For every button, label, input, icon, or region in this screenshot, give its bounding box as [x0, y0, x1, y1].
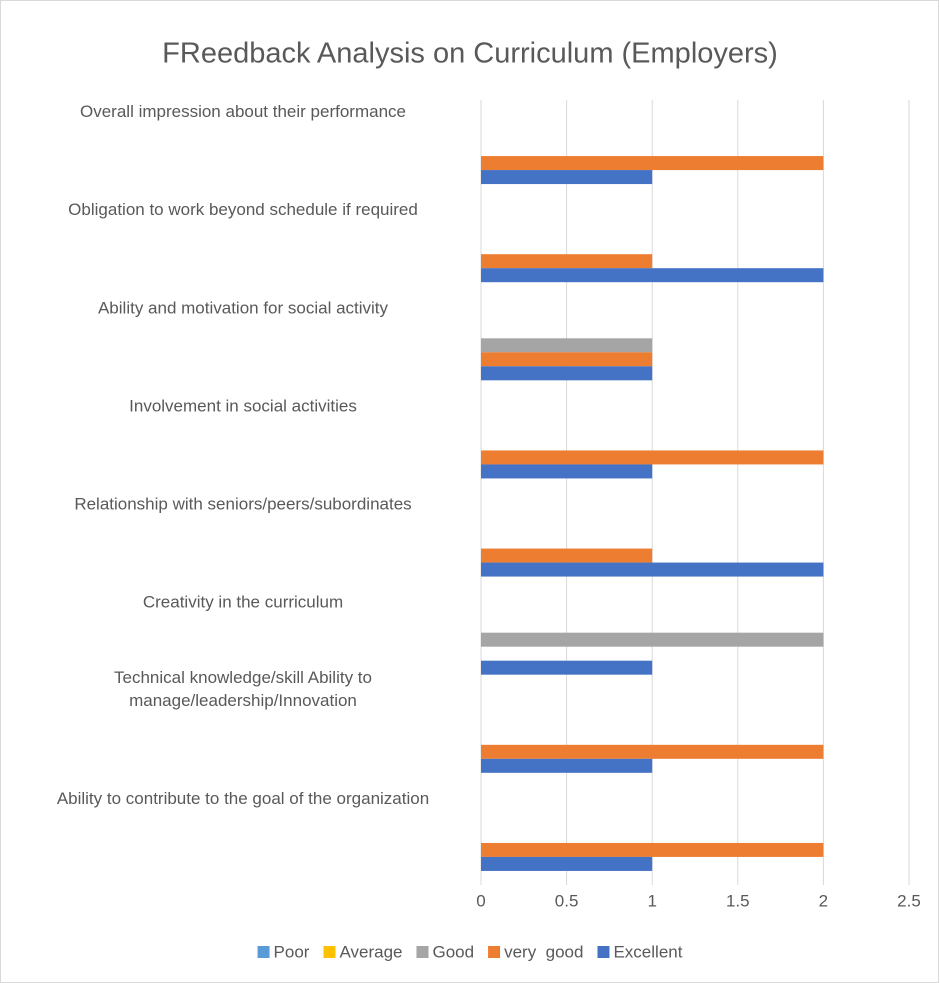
label-line: Relationship with seniors/peers/subordin… — [74, 495, 411, 514]
label-line: Ability to contribute to the goal of the… — [57, 789, 429, 808]
chart-title: FReedback Analysis on Curriculum (Employ… — [162, 38, 778, 70]
bar — [481, 548, 653, 563]
bar — [481, 842, 824, 857]
bar — [481, 366, 653, 381]
x-tick-label: 1.5 — [726, 891, 750, 910]
y-tick-label: Relationship with seniors/peers/subordin… — [74, 495, 411, 514]
y-tick-label: Creativity in the curriculum — [143, 593, 343, 612]
label-line: Involvement in social activities — [129, 397, 357, 416]
bar — [481, 450, 824, 465]
bar — [481, 856, 653, 871]
bar — [481, 170, 653, 185]
label-line: Obligation to work beyond schedule if re… — [68, 201, 418, 220]
label-line: Overall impression about their performan… — [80, 103, 406, 122]
y-tick-label: Ability and motivation for social activi… — [98, 299, 389, 318]
label-line: Technical knowledge/skill Ability to — [114, 668, 372, 687]
y-tick-label: Involvement in social activities — [129, 397, 357, 416]
legend-label: Average — [339, 942, 402, 961]
label-line: Creativity in the curriculum — [143, 593, 343, 612]
y-tick-label: Technical knowledge/skill Ability to mana… — [114, 668, 372, 710]
bar — [481, 254, 653, 269]
legend-swatch — [416, 946, 429, 958]
legend-label: Excellent — [613, 942, 682, 961]
legend-label: Poor — [274, 942, 310, 961]
bar — [481, 352, 653, 367]
legend-swatch — [323, 946, 336, 958]
x-tick-label: 2.5 — [897, 891, 921, 910]
y-tick-label: Obligation to work beyond schedule if re… — [68, 201, 418, 220]
bar — [481, 156, 824, 171]
y-tick-label: Overall impression about their performan… — [80, 103, 406, 122]
bar — [481, 632, 824, 647]
legend-label: very good — [504, 942, 583, 961]
x-tick-label: 1 — [647, 891, 656, 910]
legend-swatch — [257, 946, 270, 958]
label-line: manage/leadership/Innovation — [129, 691, 357, 710]
bar — [481, 660, 653, 675]
bar — [481, 338, 653, 353]
bar — [481, 562, 824, 577]
bar — [481, 268, 824, 283]
x-tick-label: 2 — [819, 891, 828, 910]
legend-label: Good — [432, 942, 474, 961]
y-tick-label: Ability to contribute to the goal of the… — [57, 789, 429, 808]
legend: Poor Average Good very good Excellent — [257, 942, 683, 961]
x-tick-label: 0 — [476, 891, 485, 910]
x-tick-label: 0.5 — [555, 891, 579, 910]
legend-swatch — [597, 946, 610, 958]
legend-swatch — [488, 946, 501, 958]
bar — [481, 758, 653, 773]
bar — [481, 744, 824, 759]
bar — [481, 464, 653, 479]
label-line: Ability and motivation for social activi… — [98, 299, 389, 318]
